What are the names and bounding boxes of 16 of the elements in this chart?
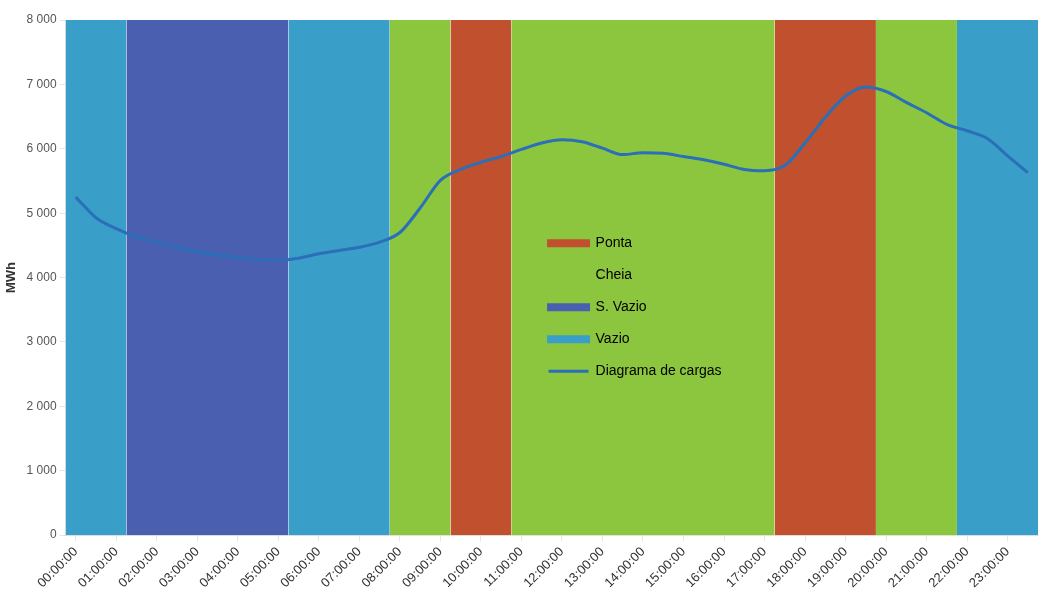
y-tick-label: 5 000 [26, 205, 57, 220]
y-tick-label: 7 000 [26, 76, 57, 91]
y-tick-label: 1 000 [26, 463, 57, 478]
y-tick-label: 8 000 [26, 12, 57, 27]
y-axis-title: MWh [3, 262, 19, 294]
legend-label: Diagrama de cargas [595, 362, 722, 379]
y-tick-label: 3 000 [26, 334, 57, 349]
y-tick-label: 4 000 [26, 269, 57, 284]
legend-label: S. Vazio [595, 298, 647, 315]
legend-label: Ponta [595, 234, 633, 251]
y-tick-label: 2 000 [26, 398, 57, 413]
line-series [74, 85, 1030, 262]
legend-label: Cheia [595, 266, 633, 283]
legend-label: Vazio [595, 330, 630, 347]
y-tick-label: 6 000 [26, 141, 57, 156]
y-tick-label: 0 [49, 527, 57, 542]
